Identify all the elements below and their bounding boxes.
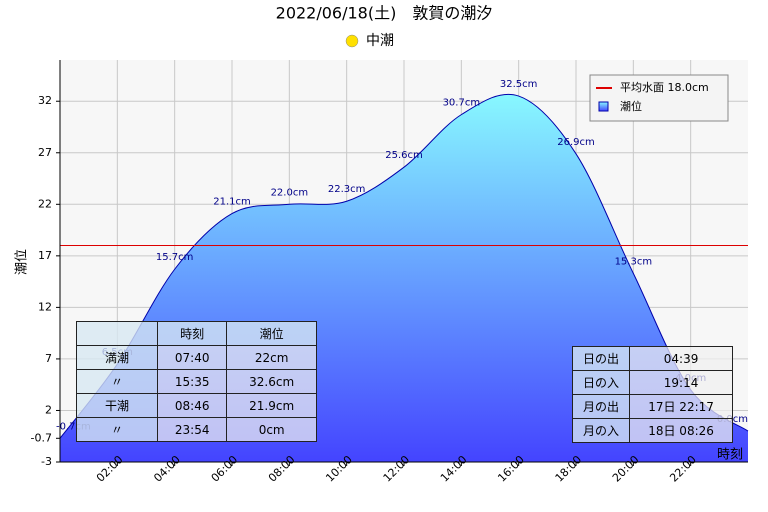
table-cell: 満潮: [76, 345, 158, 370]
data-label: 25.6cm: [385, 150, 423, 161]
table-cell: 日の出: [571, 346, 631, 371]
table-cell: 04:39: [629, 346, 733, 371]
table-header: 潮位: [226, 321, 317, 346]
data-label: 32.5cm: [500, 79, 538, 90]
legend-swatch: [598, 101, 609, 112]
table-cell: 17日 22:17: [629, 394, 733, 419]
y-tick-label: 27: [38, 146, 52, 159]
y-tick-label: 17: [38, 249, 52, 262]
table-cell: 22cm: [226, 345, 317, 370]
y-tick-label: 2: [45, 403, 52, 416]
y-tick-label: 32: [38, 94, 52, 107]
tide-line: [59, 93, 749, 439]
data-label: 15.3cm: [615, 256, 653, 267]
data-label: 26.9cm: [557, 137, 595, 148]
table-cell: 月の入: [571, 418, 631, 443]
data-label: -0.7cm: [56, 421, 91, 432]
table-cell: 19:14: [629, 370, 733, 395]
table-cell: 23:54: [156, 417, 228, 442]
data-label: 22.3cm: [328, 184, 366, 195]
table-cell: 〃: [76, 417, 158, 442]
moon-icon: [345, 34, 359, 48]
legend-label: 平均水面 18.0cm: [620, 81, 709, 94]
table-cell: 0cm: [226, 417, 317, 442]
table-cell: 日の入: [571, 370, 631, 395]
table-cell: 15:35: [156, 369, 228, 394]
table-cell: 08:46: [156, 393, 228, 418]
table-cell: 18日 08:26: [629, 418, 733, 443]
data-label: 21.1cm: [213, 197, 251, 208]
y-tick-label: 22: [38, 197, 52, 210]
data-label: 22.0cm: [271, 187, 309, 198]
table-cell: 21.9cm: [226, 393, 317, 418]
legend-label: 潮位: [620, 99, 642, 113]
data-label: 30.7cm: [443, 98, 481, 109]
chart-subtitle: 中潮: [366, 33, 394, 49]
y-tick-label: 7: [45, 352, 52, 365]
table-cell: 32.6cm: [226, 369, 317, 394]
y-tick-label: 12: [38, 300, 52, 313]
y-tick-label: -0.7: [31, 431, 52, 444]
y-axis-label: 潮位: [15, 249, 30, 275]
sun-moon-table: 日の出 04:39 日の入 19:14 月の出 17日 22:17 月の入 18日 08:26: [571, 346, 733, 443]
table-cell: 07:40: [156, 345, 228, 370]
table-cell: 〃: [76, 369, 158, 394]
chart-title: 2022/06/18(土) 敦賀の潮汐: [276, 4, 493, 23]
table-cell: 月の出: [571, 394, 631, 419]
table-header: 時刻: [156, 321, 228, 346]
legend: [589, 74, 729, 122]
y-tick-label: -3: [41, 455, 52, 468]
table-cell: 干潮: [76, 393, 158, 418]
data-label: 15.7cm: [156, 252, 194, 263]
x-axis-label: 時刻: [717, 448, 743, 463]
tide-table: 時刻 潮位 満潮 07:40 22cm 〃 15:35 32.6cm 干潮 08:46 21.9c…: [76, 321, 317, 442]
